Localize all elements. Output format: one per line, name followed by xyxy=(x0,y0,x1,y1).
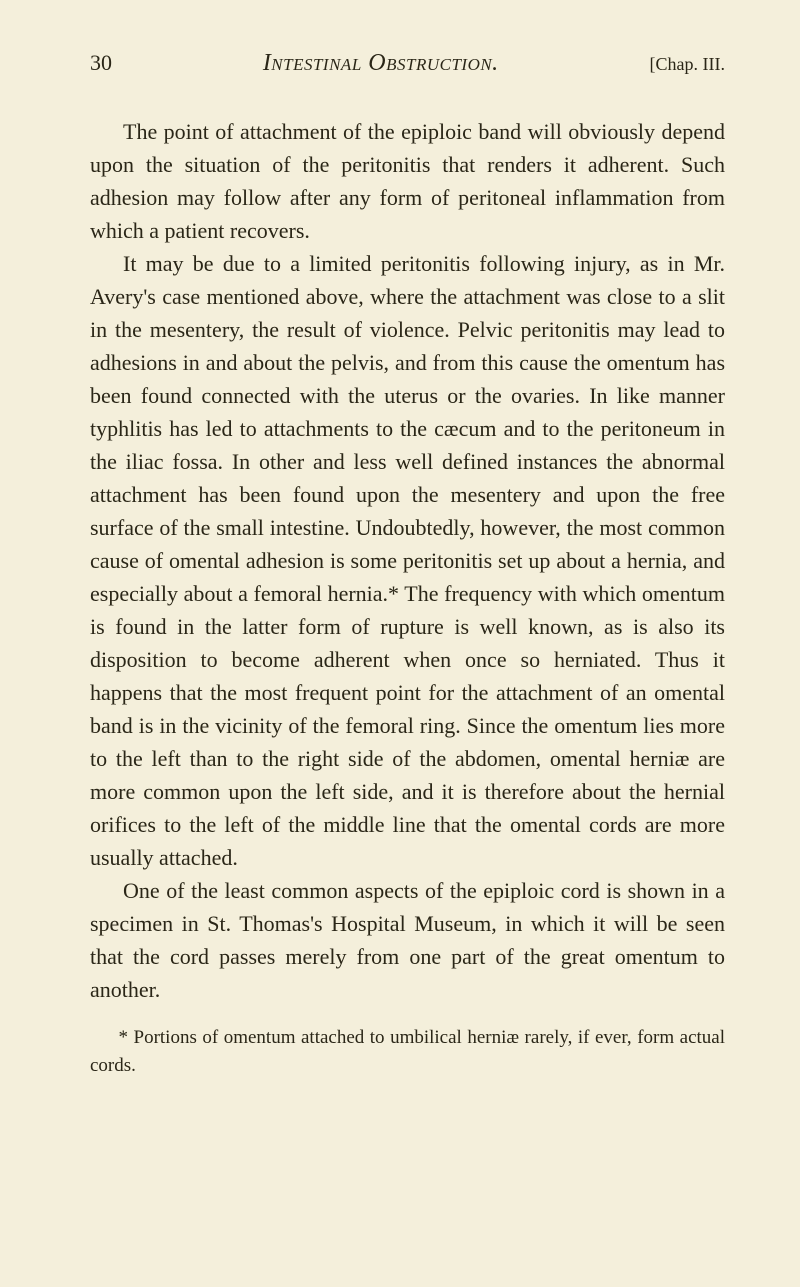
paragraph-2: It may be due to a limited peritonitis f… xyxy=(90,247,725,874)
footnote: * Portions of omentum attached to umbili… xyxy=(90,1024,725,1079)
body-text: The point of attachment of the epiploic … xyxy=(90,115,725,1006)
page-header: 30 Intestinal Obstruction. [Chap. III. xyxy=(90,50,725,77)
paragraph-1: The point of attachment of the epiploic … xyxy=(90,115,725,247)
page-number: 30 xyxy=(90,50,112,76)
chapter-label: [Chap. III. xyxy=(650,54,725,75)
page-title: Intestinal Obstruction. xyxy=(112,50,650,77)
paragraph-3: One of the least common aspects of the e… xyxy=(90,874,725,1006)
